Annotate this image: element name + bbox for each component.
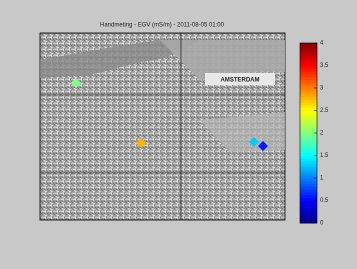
colorbar-band [300, 43, 317, 46]
figure: AMSTERDAM Handmeting - EGV (mS/m) - 2011… [0, 0, 357, 269]
colorbar-tick-label: 1.5 [320, 153, 329, 159]
chart-title: Handmeting - EGV (mS/m) - 2011-08-05 01:… [100, 23, 225, 29]
colorbar-tick-label: 2.5 [320, 108, 329, 114]
map-annotation: AMSTERDAM [221, 78, 260, 84]
colorbar-tick-label: 0.5 [320, 198, 329, 204]
map [40, 33, 285, 220]
colorbar-tick-label: 3.5 [320, 63, 329, 69]
